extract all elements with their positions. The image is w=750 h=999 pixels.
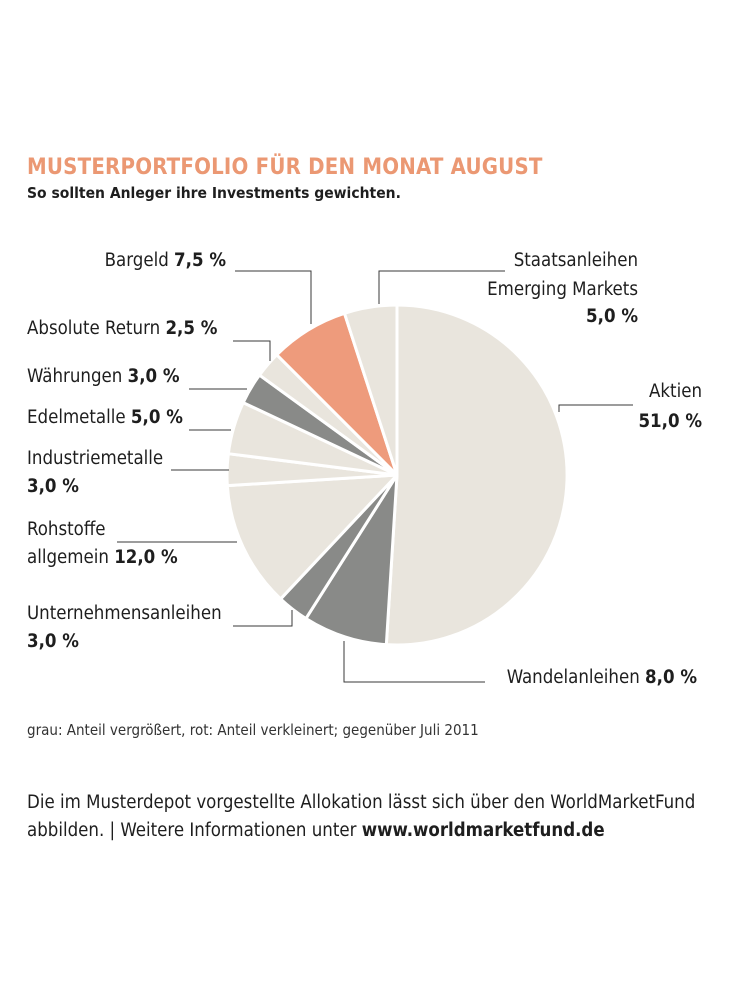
pie-label-staatsanleihen-em-line-2: Emerging Markets [487,279,638,300]
footer-line-2: abbilden. | Weitere Informationen unter [27,820,362,841]
pie-value-wandelanleihen: 8,0 % [645,667,697,688]
pie-value-staatsanleihen-em: 5,0 % [586,306,638,327]
pie-label-rohstoffe-line-1: Rohstoffe [27,519,106,540]
pie-value-waehrungen: 3,0 % [128,366,180,387]
pie-label-text-waehrungen: Währungen [27,366,128,387]
leader-line-staatsanleihen-em [378,270,505,304]
pie-label-text-rohstoffe-1: Rohstoffe [27,519,106,540]
pie-label-text-staatsanleihen-em-1: Staatsanleihen [514,250,638,271]
pie-label-text-wandelanleihen: Wandelanleihen [507,667,645,688]
pie-value-edelmetalle: 5,0 % [131,407,183,428]
pie-slice-staatsanleihen-em [342,303,399,477]
footer-text: Die im Musterdepot vorgestellte Allokati… [27,789,727,845]
pie-label-text-rohstoffe-2: allgemein [27,547,114,568]
pie-value-aktien: 51,0 % [638,411,702,432]
pie-label-waehrungen: Währungen 3,0 % [27,366,180,387]
pie-label-bargeld: Bargeld 7,5 % [105,250,227,271]
pie-label-absolute-return: Absolute Return 2,5 % [27,318,218,339]
pie-value-bargeld: 7,5 % [174,250,226,271]
pie-slice-aktien [384,303,569,647]
pie-label-text-bargeld: Bargeld [105,250,174,271]
pie-label-aktien-line-1: Aktien [649,381,702,402]
pie-label-text-staatsanleihen-em-2: Emerging Markets [487,279,638,300]
color-legend-note: grau: Anteil vergrößert, rot: Anteil ver… [27,721,479,739]
pie-label-industriemetalle-line-1: Industriemetalle [27,448,163,469]
pie-label-unternehmensanleihen-line-1: Unternehmensanleihen [27,603,222,624]
leader-line-unternehmensanleihen [233,610,293,627]
leader-line-absolute-return [233,340,271,361]
pie-value-unternehmensanleihen: 3,0 % [27,631,79,652]
pie-value-rohstoffe: 12,0 % [114,547,178,568]
leader-line-bargeld [235,270,312,324]
leader-line-wandelanleihen [343,641,485,683]
pie-label-edelmetalle: Edelmetalle 5,0 % [27,407,183,428]
chart-subtitle: So sollten Anleger ihre Investments gewi… [27,184,401,202]
footer-url: www.worldmarketfund.de [361,820,605,841]
pie-label-rohstoffe-line-2: allgemein 12,0 % [27,547,178,568]
chart-title: MUSTERPORTFOLIO FÜR DEN MONAT AUGUST [27,155,543,180]
pie-label-text-absolute-return: Absolute Return [27,318,165,339]
pie-label-text-unternehmensanleihen-1: Unternehmensanleihen [27,603,222,624]
pie-label-text-aktien-1: Aktien [649,381,702,402]
pie-value-industriemetalle: 3,0 % [27,476,79,497]
pie-label-wandelanleihen: Wandelanleihen 8,0 % [507,667,698,688]
leader-line-aktien [558,404,633,412]
pie-value-absolute-return: 2,5 % [165,318,217,339]
footer-line-1: Die im Musterdepot vorgestellte Allokati… [27,792,696,813]
pie-label-text-industriemetalle-1: Industriemetalle [27,448,163,469]
pie-label-staatsanleihen-em-line-1: Staatsanleihen [514,250,638,271]
pie-label-text-edelmetalle: Edelmetalle [27,407,131,428]
pie-slice-rohstoffe [225,473,399,601]
